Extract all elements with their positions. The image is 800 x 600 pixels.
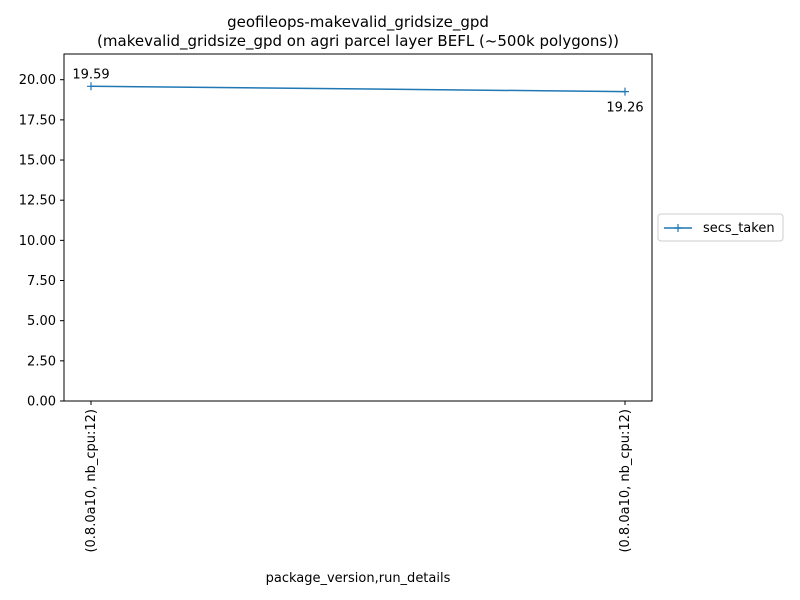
y-tick-label: 20.00 (19, 73, 56, 88)
chart-subtitle: (makevalid_gridsize_gpd on agri parcel l… (97, 32, 619, 51)
series-layer (87, 82, 629, 96)
y-tick-label: 12.50 (19, 194, 56, 209)
x-tick-label: (0.8.0a10, nb_cpu:12) (84, 409, 99, 553)
y-tick-label: 0.00 (27, 395, 56, 410)
y-tick-label: 17.50 (19, 113, 56, 128)
data-label-layer: 19.59 19.26 (72, 67, 643, 115)
y-tick-label: 2.50 (27, 354, 56, 369)
data-label: 19.26 (606, 101, 643, 116)
legend-plus-marker (674, 224, 682, 232)
x-axis-label: package_version,run_details (266, 571, 451, 586)
legend-box (657, 213, 784, 242)
data-point-marker (87, 82, 95, 91)
y-tick-label: 15.00 (19, 154, 56, 169)
chart-title: geofileops-makevalid_gridsize_gpd (227, 13, 489, 32)
plot-area (63, 53, 653, 402)
legend: secs_taken (657, 213, 784, 242)
y-tick-label: 10.00 (19, 234, 56, 249)
data-label: 19.59 (72, 67, 109, 82)
y-axis: 0.00 2.50 5.00 7.50 10.00 12.50 15.00 17.50 20.0… (19, 73, 64, 410)
x-axis: (0.8.0a10, nb_cpu:12) (0.8.0a10, nb_cpu:1… (84, 401, 633, 553)
series-line-secs-taken (90, 85, 626, 93)
x-tick-label: (0.8.0a10, nb_cpu:12) (618, 409, 633, 553)
y-tick-label: 7.50 (27, 274, 56, 289)
legend-entry-secs-taken: secs_taken (703, 221, 775, 236)
data-point-marker (621, 87, 629, 96)
y-tick-label: 5.00 (27, 314, 56, 329)
